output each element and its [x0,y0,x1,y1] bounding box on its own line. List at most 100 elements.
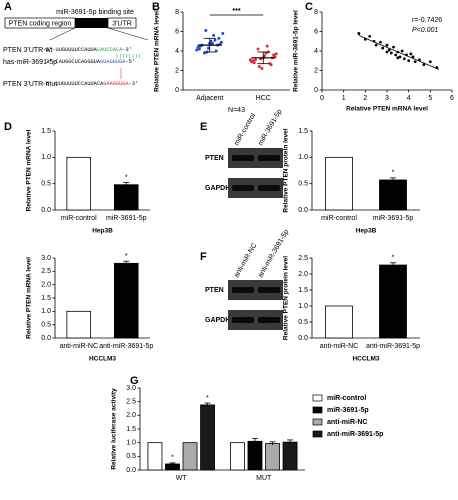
bar [325,305,353,339]
panel-label: F [200,251,207,263]
point [368,34,372,38]
legend-swatch [312,406,323,414]
panel-label: E [200,121,207,133]
y-tick-label: 4 [175,48,179,55]
point [197,47,201,51]
x-tick-label: miR-3691-5p [106,215,147,222]
sequence: 5'-UUGUUUUCCAUUACAUCCACA-3' [46,47,132,53]
y-tick-label: 6 [314,28,318,35]
y-tick-label: 0.5 [41,181,51,188]
annotation: * [206,395,209,402]
x-tick-label: miR-control [321,215,357,222]
x-axis-label: N=43 [228,107,245,114]
point [411,55,415,59]
bar [247,440,263,471]
y-tick-label: 2.5 [298,255,308,262]
x-tick-label: WT [176,475,188,482]
x-axis-label: HCCLM3 [352,356,379,363]
panel-label: G [130,375,139,387]
point [418,58,421,62]
bar [66,156,92,211]
point [206,46,210,50]
y-tick-label: 0.0 [298,207,308,214]
panel-label: B [152,1,160,13]
y-tick-label: 1.0 [126,440,136,447]
x-tick-label: anti-miR-NC [320,343,359,350]
y-tick-label: 0.0 [41,207,51,214]
legend-label: miR-control [327,395,366,402]
x-axis-label: Hep3B [92,228,113,235]
band [232,287,254,293]
point [213,38,217,42]
y-tick-label: 2.0 [41,282,51,289]
band [232,317,254,323]
x-tick-label: 3 [385,95,389,102]
row-label: PTEN [205,287,224,294]
point [257,65,261,69]
row-label: GAPDH [205,185,230,192]
point [212,33,216,37]
y-tick-label: 1.5 [298,287,308,294]
y-tick-label: 0.5 [41,322,51,329]
blot-box [228,310,283,330]
bar [325,156,353,211]
y-tick-label: 0 [175,87,179,94]
y-axis-label: Relative PTEN protein level [283,128,290,212]
x-tick-label: 6 [450,95,454,102]
point [396,56,400,60]
x-tick-label: HCC [256,95,271,102]
y-tick-label: 8 [175,9,179,16]
point [357,32,361,35]
region-label: 3'UTR [112,20,132,27]
row-label: GAPDH [205,317,230,324]
legend-swatch [312,394,323,402]
point [379,40,382,44]
annotation: * [392,255,395,262]
y-tick-label: 2 [175,67,179,74]
x-tick-label: 4 [407,95,411,102]
bar [66,310,92,339]
legend-swatch [312,430,323,438]
bar [230,442,245,471]
y-tick-label: 0.0 [41,335,51,342]
point [422,63,426,67]
annotation: * [171,455,174,462]
bar [379,264,407,339]
legend-label: miR-3691-5p [327,407,369,414]
region-label: miR-3691-5p binding site [56,9,134,16]
sequence-segment: 5'-UUGUUUUCCAUUA [46,47,98,53]
blot-box [228,148,283,168]
sequence-segment: GAAGGUGA [103,81,129,87]
sequence-name: PTEN 3'UTR-mut [3,81,57,88]
panel-label: C [305,1,313,13]
panel-label: A [4,1,12,13]
point [260,67,264,71]
y-axis-label: Relative PTEN mRNA level [154,10,161,92]
point [381,46,385,50]
x-tick-label: miR-3691-5p [373,215,414,222]
point [402,57,406,61]
band [258,287,280,293]
point [398,55,402,59]
sequence-name: has-miR-3691-5p [3,59,57,66]
point [389,51,393,55]
point [387,48,391,52]
x-tick-label: 0 [320,95,324,102]
annotation: * [125,253,128,260]
sequence-segment: -5' [125,59,135,65]
x-axis-label: Hep3B [356,228,377,235]
y-tick-label: 0.5 [298,319,308,326]
point [385,50,389,54]
x-axis-label: HCCLM3 [89,356,116,363]
y-tick-label: 8 [314,9,318,16]
band [232,155,254,161]
band [258,155,280,161]
band [258,317,280,323]
x-tick-label: anti-miR-NC [60,343,99,350]
point [195,48,199,52]
y-tick-label: 1.0 [298,303,308,310]
connector [49,27,76,41]
y-tick-label: 1.0 [41,308,51,315]
